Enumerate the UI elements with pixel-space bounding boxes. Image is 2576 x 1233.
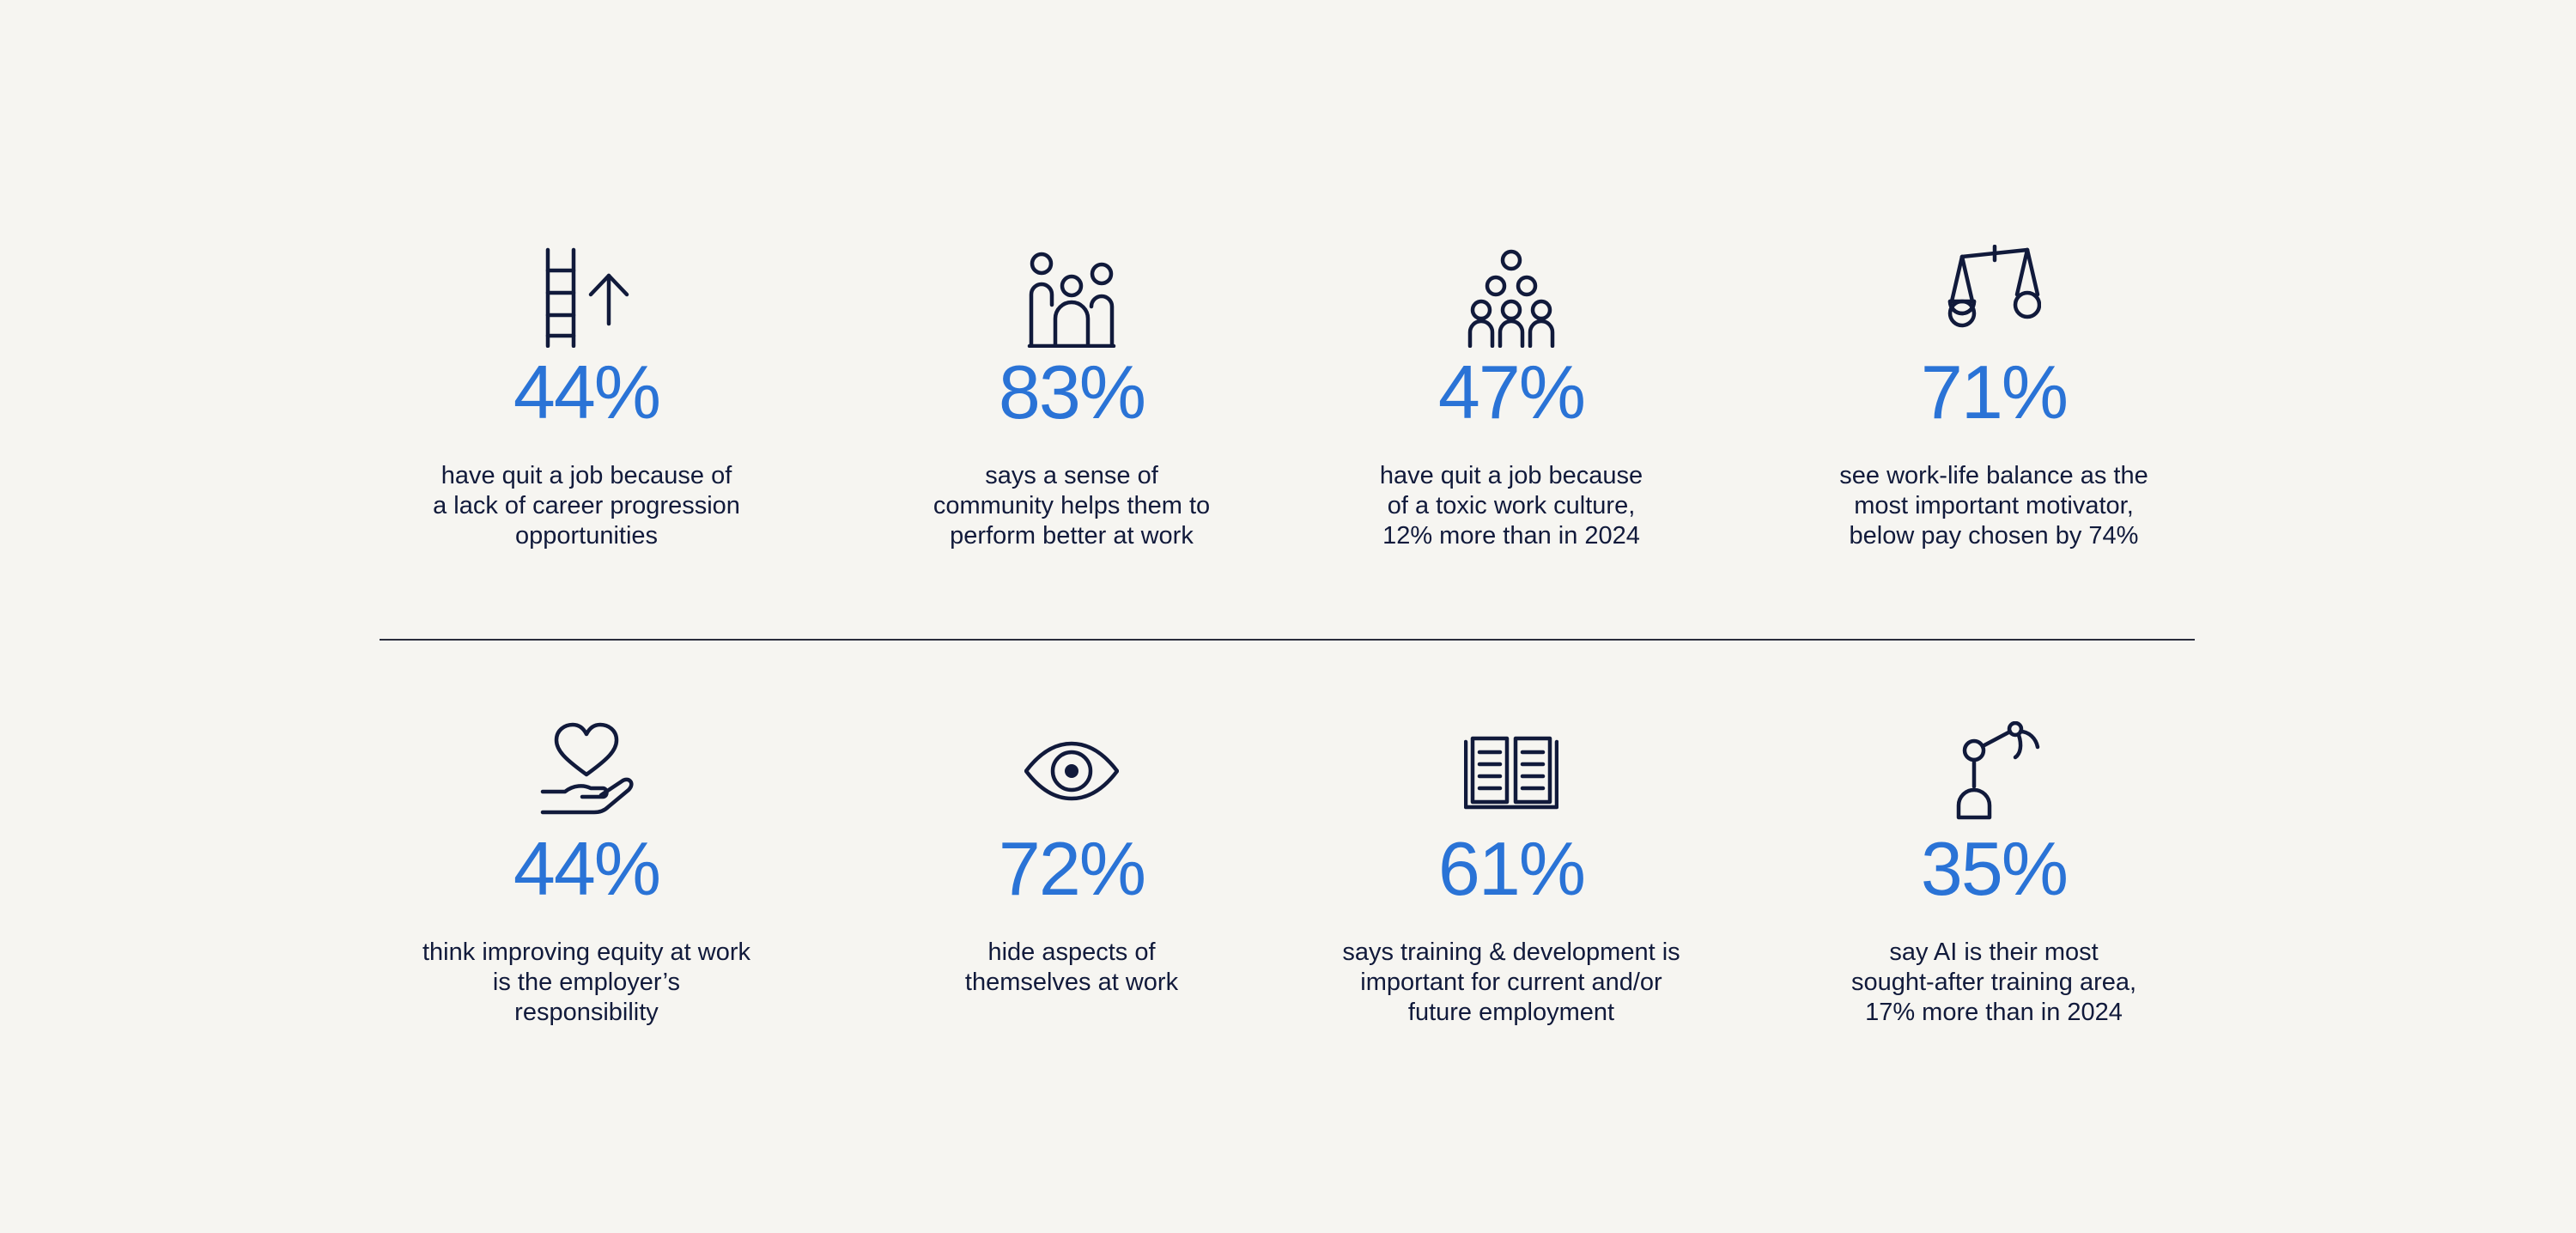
stat-value: 71%	[1920, 349, 2069, 434]
stat-value: 44%	[513, 826, 661, 911]
row-divider	[380, 639, 2195, 641]
stat-description: says training & development is important…	[1342, 938, 1680, 1026]
community-people-icon	[1024, 245, 1119, 348]
stat-value: 44%	[513, 349, 661, 434]
stat-description: say AI is their most sought-after traini…	[1850, 938, 2137, 1026]
stat-description: have quit a job because of a lack of car…	[433, 462, 740, 550]
group-people-icon	[1464, 245, 1558, 348]
stat-value: 61%	[1437, 826, 1586, 911]
heart-hand-icon	[539, 721, 634, 824]
stat-description: hide aspects of themselves at work	[964, 938, 1179, 996]
stat-description: have quit a job because of a toxic work …	[1379, 462, 1643, 550]
ladder-up-arrow-icon	[539, 245, 634, 348]
eye-icon	[1024, 721, 1119, 824]
open-book-icon	[1464, 721, 1558, 824]
stat-description: think improving equity at work is the em…	[422, 938, 750, 1026]
stat-value: 83%	[998, 349, 1146, 434]
stat-value: 35%	[1920, 826, 2069, 911]
balance-scale-icon	[1947, 245, 2041, 348]
stat-description: says a sense of community helps them to …	[933, 462, 1211, 550]
robot-arm-icon	[1947, 721, 2041, 824]
stat-value: 72%	[998, 826, 1146, 911]
stat-value: 47%	[1437, 349, 1586, 434]
stat-description: see work-life balance as the most import…	[1839, 462, 2148, 550]
